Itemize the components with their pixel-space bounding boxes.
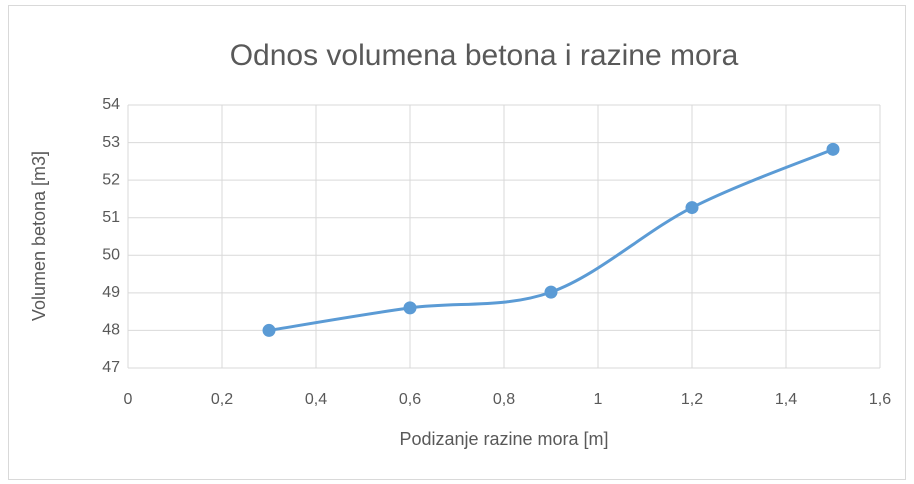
x-tick-label: 0,2: [211, 391, 233, 408]
marker: [403, 301, 417, 315]
x-tick-label: 1,6: [869, 391, 891, 408]
x-tick-label: 0,4: [305, 391, 327, 408]
chart-frame: [8, 5, 906, 480]
marker: [544, 285, 558, 299]
y-axis-label: Volumen betona [m3]: [29, 151, 49, 321]
x-tick-label: 1,4: [775, 391, 797, 408]
y-tick-label: 52: [102, 171, 120, 188]
y-tick-label: 50: [102, 247, 120, 264]
x-tick-label: 1,2: [681, 391, 703, 408]
x-tick-label: 0,8: [493, 391, 515, 408]
x-tick-label: 0: [124, 391, 133, 408]
x-axis-label: Podizanje razine mora [m]: [399, 429, 608, 449]
y-tick-label: 49: [102, 284, 120, 301]
marker: [826, 142, 840, 156]
y-tick-label: 54: [102, 96, 120, 113]
x-tick-label: 0,6: [399, 391, 421, 408]
y-tick-label: 53: [102, 134, 120, 151]
x-tick-label: 1: [594, 391, 603, 408]
y-tick-label: 51: [102, 209, 120, 226]
marker: [262, 323, 276, 337]
y-tick-label: 48: [102, 322, 120, 339]
marker: [685, 201, 699, 215]
chart-title: Odnos volumena betona i razine mora: [230, 39, 739, 72]
y-tick-label: 47: [102, 359, 120, 376]
